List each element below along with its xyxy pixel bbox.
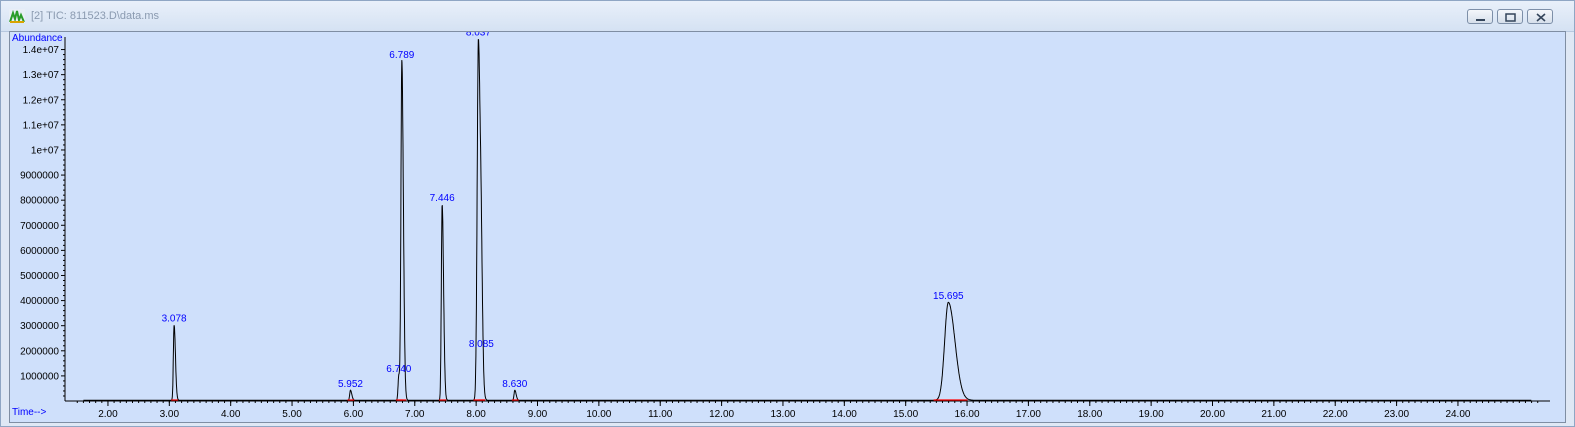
x-tick-label: 7.00	[405, 409, 425, 420]
y-tick-label: 8000000	[20, 196, 59, 207]
x-tick-label: 21.00	[1261, 409, 1286, 420]
x-tick-label: 3.00	[160, 409, 180, 420]
peak-label: 7.446	[430, 193, 455, 204]
x-tick-label: 6.00	[344, 409, 364, 420]
y-tick-label: 5000000	[20, 271, 59, 282]
peak-label: 8.037	[466, 32, 491, 39]
y-tick-label: 1.2e+07	[23, 95, 60, 106]
title-bar[interactable]: [2] TIC: 811523.D\data.ms	[1, 1, 1574, 32]
peak-label: 6.789	[389, 50, 414, 61]
tic-trace	[83, 39, 1532, 401]
y-tick-label: 1.1e+07	[23, 120, 60, 131]
peak-label: 8.085	[469, 339, 494, 350]
x-tick-label: 11.00	[648, 409, 673, 420]
y-tick-label: 1000000	[20, 371, 59, 382]
x-tick-label: 14.00	[832, 409, 857, 420]
x-tick-label: 2.00	[98, 409, 118, 420]
tic-chart[interactable]: 1000000 2000000 3000000 4000000 5000000 60000…	[10, 32, 1567, 424]
y-tick-label: 2000000	[20, 346, 59, 357]
y-tick-label: 4000000	[20, 296, 59, 307]
y-tick-label: 6000000	[20, 246, 59, 257]
x-tick-label: 23.00	[1384, 409, 1409, 420]
y-tick-label: 1.4e+07	[23, 45, 60, 56]
x-tick-label: 20.00	[1200, 409, 1225, 420]
x-tick-label: 18.00	[1077, 409, 1102, 420]
chromatogram-app-icon	[9, 9, 25, 23]
window-title: [2] TIC: 811523.D\data.ms	[31, 10, 159, 22]
y-axis-label: Abundance	[12, 33, 63, 44]
minimize-icon	[1476, 19, 1485, 21]
x-tick-label: 15.00	[893, 409, 918, 420]
minimize-button[interactable]	[1467, 9, 1493, 24]
peak-label: 3.078	[162, 314, 187, 325]
peak-label: 15.695	[933, 291, 964, 302]
x-tick-label: 5.00	[282, 409, 302, 420]
x-tick-label: 12.00	[709, 409, 734, 420]
peak-label: 8.630	[502, 379, 527, 390]
x-tick-label: 22.00	[1323, 409, 1348, 420]
restore-button[interactable]	[1497, 9, 1523, 24]
close-icon	[1536, 13, 1546, 22]
y-tick-label: 7000000	[20, 221, 59, 232]
x-tick-label: 17.00	[1016, 409, 1041, 420]
x-axis-label: Time-->	[12, 407, 47, 418]
y-tick-label: 9000000	[20, 171, 59, 182]
x-tick-label: 10.00	[586, 409, 611, 420]
close-button[interactable]	[1527, 9, 1553, 24]
peak-label: 6.740	[386, 364, 411, 375]
x-tick-label: 4.00	[221, 409, 241, 420]
peak-label: 5.952	[338, 379, 363, 390]
x-tick-label: 19.00	[1139, 409, 1164, 420]
y-tick-label: 1e+07	[31, 145, 60, 156]
restore-icon	[1505, 13, 1516, 22]
x-tick-label: 24.00	[1445, 409, 1470, 420]
x-tick-label: 13.00	[770, 409, 795, 420]
y-tick-label: 1.3e+07	[23, 70, 60, 81]
x-tick-label: 9.00	[528, 409, 548, 420]
chromatogram-plot[interactable]: 1000000 2000000 3000000 4000000 5000000 60000…	[9, 31, 1566, 423]
x-tick-label: 16.00	[955, 409, 980, 420]
x-tick-label: 8.00	[466, 409, 486, 420]
y-tick-label: 3000000	[20, 321, 59, 332]
